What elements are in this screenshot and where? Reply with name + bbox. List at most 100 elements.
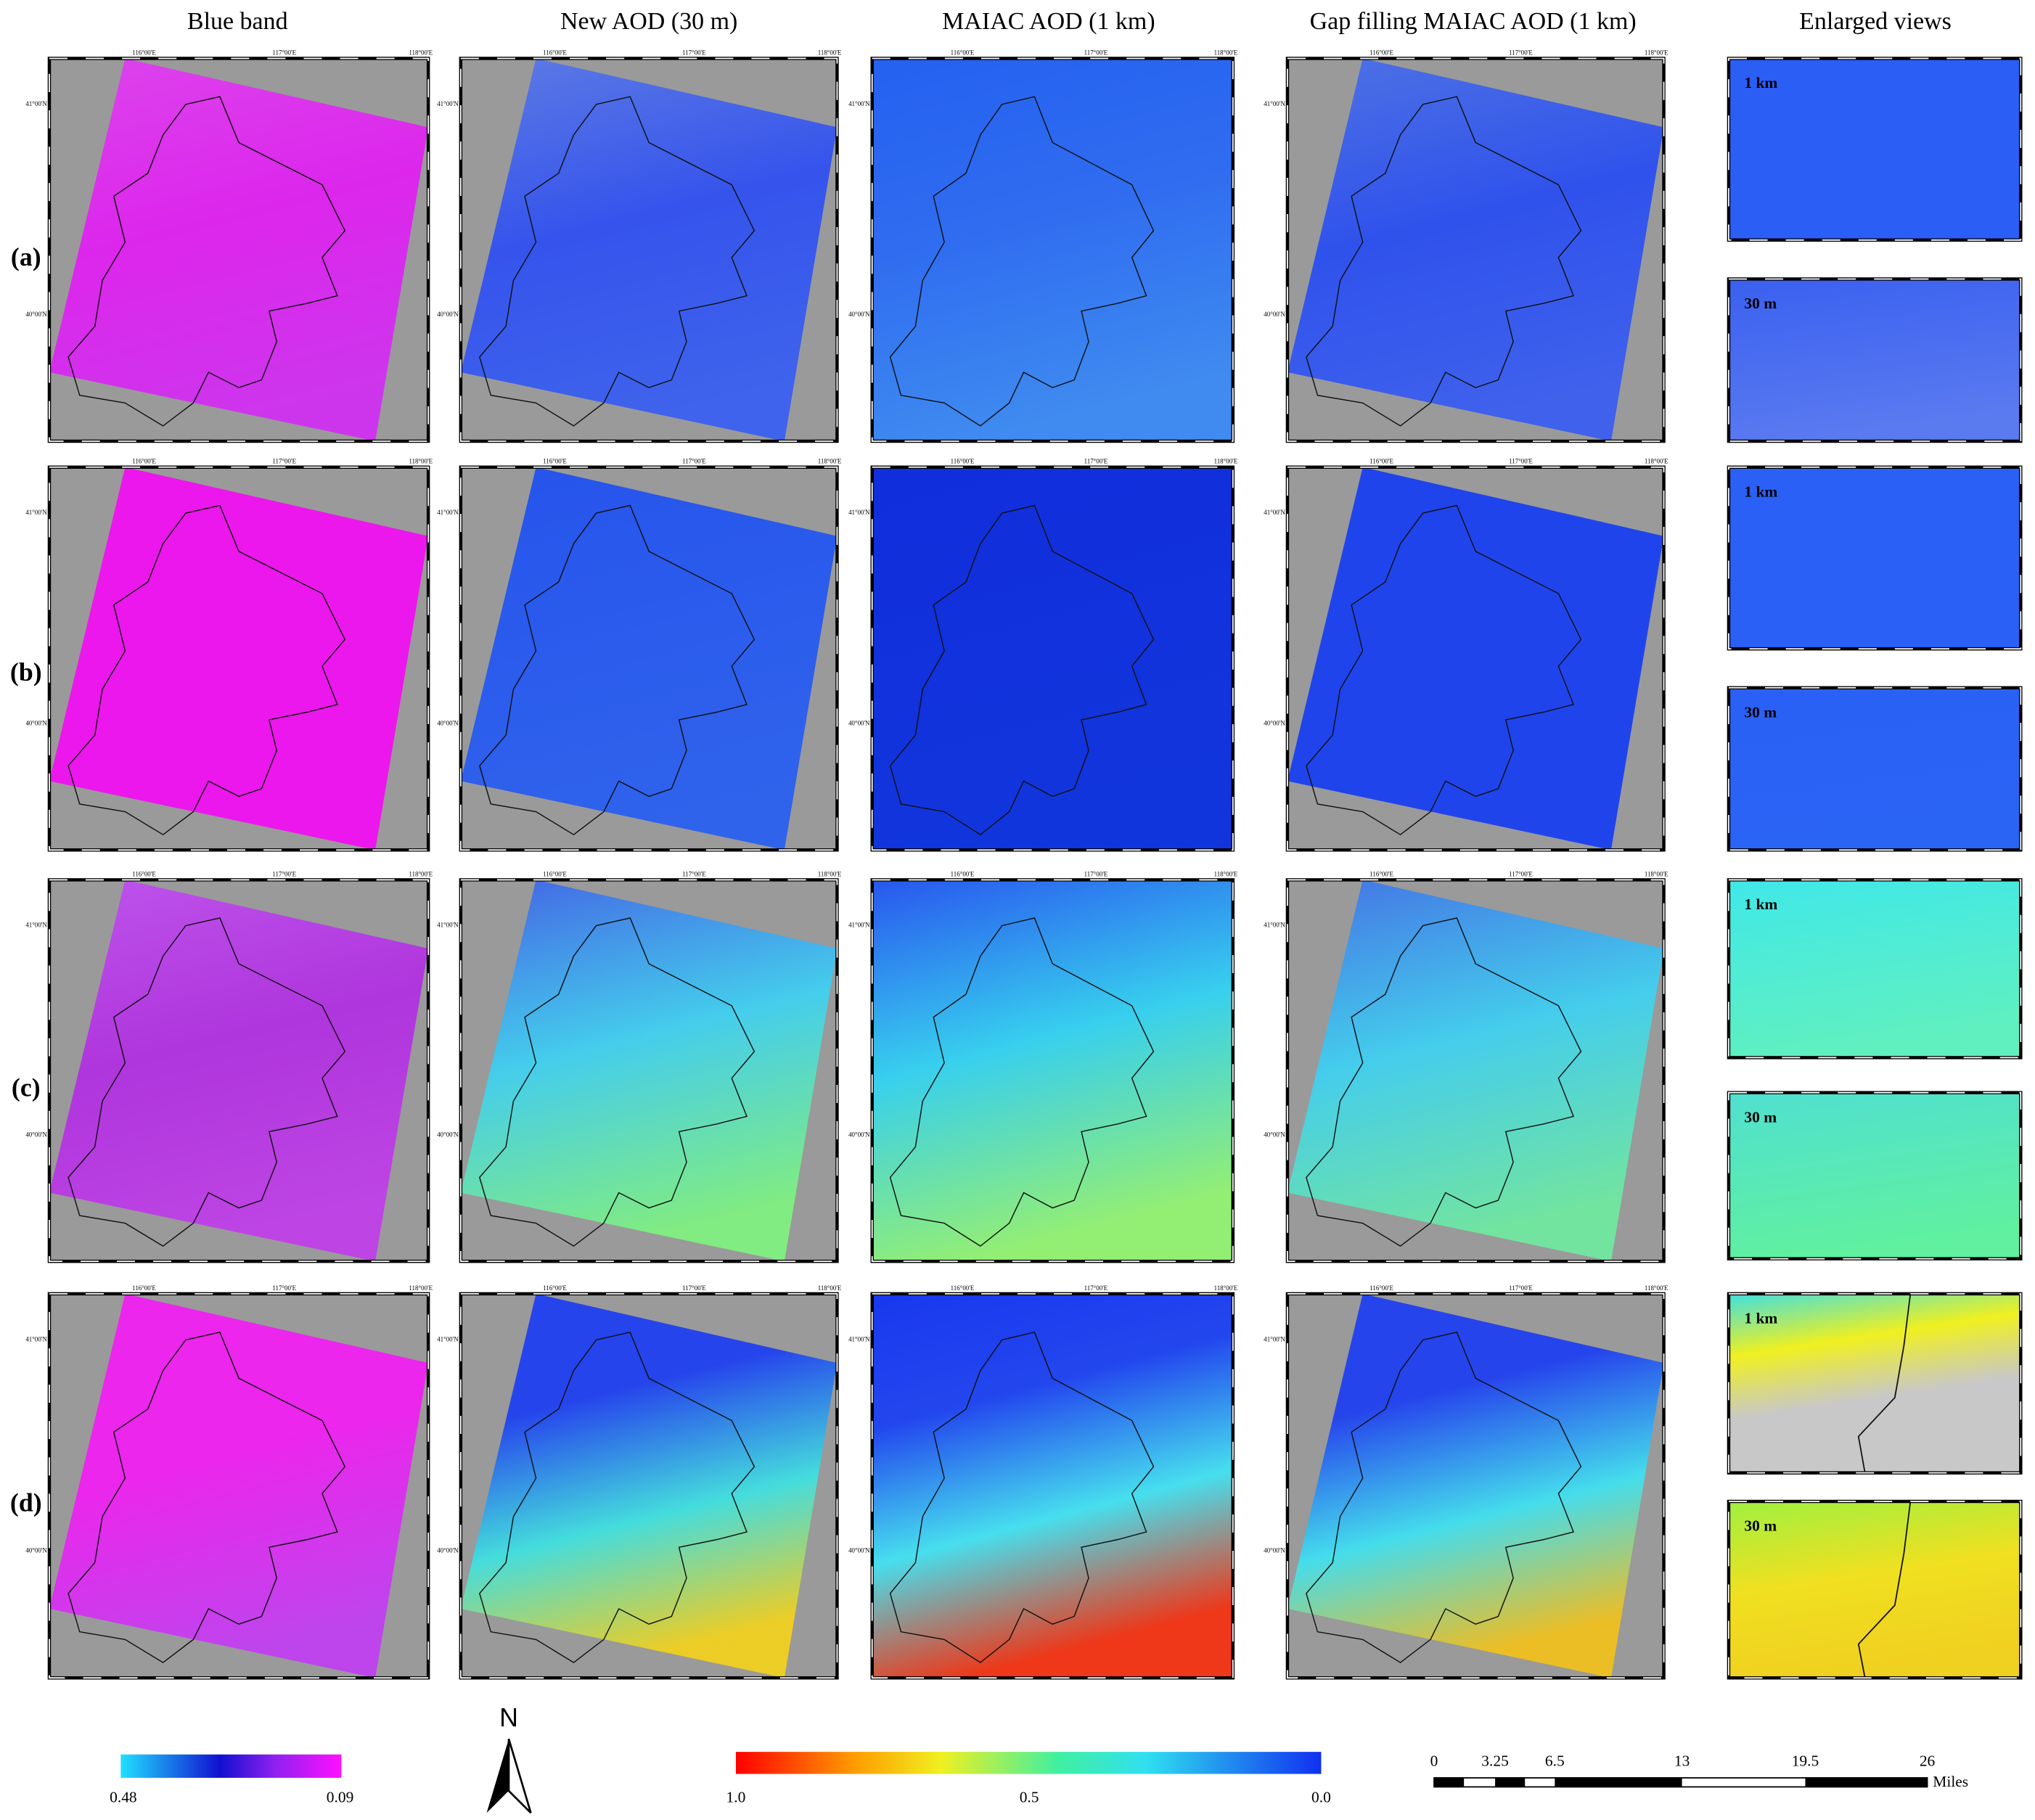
map-frame — [1728, 1501, 2022, 1679]
enlarged-view: 30 m — [1727, 686, 2023, 852]
map-panel: 116°00'E 117°00'E 118°00'E 41°00'N 40°00'N — [25, 49, 433, 443]
map-frame — [1287, 1292, 1665, 1679]
lon-label: 117°00'E — [272, 870, 296, 877]
map-image — [49, 58, 429, 442]
enlarged-view: 30 m — [1727, 1499, 2023, 1680]
lat-label: 40°00'N — [25, 311, 47, 318]
lat-label: 41°00'N — [437, 100, 459, 107]
lat-label: 41°00'N — [848, 1335, 870, 1343]
lon-label: 116°00'E — [543, 1284, 567, 1292]
lat-label: 41°00'N — [25, 1335, 47, 1343]
column-header: Blue band — [187, 8, 288, 35]
lon-label: 118°00'E — [409, 870, 433, 877]
map-image — [460, 1293, 838, 1678]
boundary — [889, 1331, 1155, 1663]
map-frame — [1728, 1091, 2022, 1260]
lat-label: 40°00'N — [848, 719, 870, 726]
lon-label: 116°00'E — [1369, 1284, 1393, 1292]
lon-label: 116°00'E — [951, 458, 975, 465]
lon-label: 116°00'E — [951, 1284, 975, 1292]
enlarged-image — [1728, 880, 2021, 1058]
lon-label: 118°00'E — [1645, 1284, 1668, 1292]
map-panel: 116°00'E 117°00'E 118°00'E 41°00'N 40°00'N — [848, 870, 1238, 1263]
map-frame — [871, 1292, 1234, 1679]
lat-label: 40°00'N — [437, 719, 459, 726]
map-frame — [49, 879, 430, 1263]
enlarged-label: 1 km — [1744, 1310, 1777, 1327]
enlarged-image — [1728, 58, 2021, 240]
enlarged-image — [1728, 1092, 2021, 1259]
boundary — [1306, 1331, 1582, 1663]
lon-label: 116°00'E — [132, 870, 156, 877]
column-header: Gap filling MAIAC AOD (1 km) — [1310, 8, 1637, 35]
map-panel: 116°00'E 117°00'E 118°00'E 41°00'N 40°00'N — [1264, 1284, 1668, 1680]
lat-label: 41°00'N — [1264, 922, 1285, 929]
map-frame — [459, 1292, 838, 1679]
boundary — [67, 1331, 346, 1663]
map-image — [1287, 1293, 1664, 1678]
lat-label: 40°00'N — [1264, 1131, 1285, 1139]
lon-label: 118°00'E — [1214, 49, 1238, 56]
map-frame — [1287, 466, 1665, 851]
scale-label: 13 — [1674, 1752, 1690, 1769]
row-label: (a) — [11, 242, 41, 271]
lat-label: 41°00'N — [848, 100, 870, 107]
row-label: (d) — [10, 1488, 42, 1517]
lon-label: 118°00'E — [818, 458, 842, 465]
boundary — [478, 1331, 756, 1663]
lat-label: 40°00'N — [1264, 311, 1285, 318]
boundary — [478, 917, 756, 1247]
lon-label: 117°00'E — [682, 1284, 706, 1292]
lat-label: 41°00'N — [25, 100, 47, 107]
colorbar-label: 1.0 — [726, 1788, 746, 1805]
scale-label: 19.5 — [1792, 1752, 1819, 1769]
lon-label: 117°00'E — [682, 458, 706, 465]
lat-label: 41°00'N — [848, 922, 870, 929]
boundary — [478, 96, 756, 427]
lat-label: 40°00'N — [848, 1131, 870, 1139]
enlarged-view: 1 km — [1727, 57, 2023, 242]
lat-label: 40°00'N — [437, 311, 459, 318]
map-panel: 116°00'E 117°00'E 118°00'E 41°00'N 40°00'N — [437, 49, 842, 443]
column-header: Enlarged views — [1799, 8, 1952, 35]
enlarged-image — [1728, 1293, 2021, 1473]
map-panel: 116°00'E 117°00'E 118°00'E 41°00'N 40°00'N — [848, 49, 1238, 443]
map-image — [49, 467, 429, 850]
enlarged-label: 30 m — [1744, 703, 1777, 721]
map-panel: 116°00'E 117°00'E 118°00'E 41°00'N 40°00'N — [1264, 870, 1668, 1263]
map-frame — [871, 879, 1234, 1263]
lon-label: 118°00'E — [1645, 870, 1668, 877]
boundary — [1857, 1293, 1912, 1473]
map-frame — [459, 57, 838, 442]
map-frame — [49, 57, 430, 442]
enlarged-label: 1 km — [1744, 895, 1777, 913]
enlarged-label: 1 km — [1744, 483, 1777, 500]
lon-label: 116°00'E — [132, 1284, 156, 1292]
map-image — [460, 58, 838, 442]
lat-label: 41°00'N — [437, 922, 459, 929]
map-panel: 116°00'E 117°00'E 118°00'E 41°00'N 40°00'N — [25, 870, 433, 1263]
scale-label: 3.25 — [1481, 1752, 1509, 1769]
lat-label: 41°00'N — [25, 922, 47, 929]
map-image — [49, 1293, 429, 1678]
lon-label: 116°00'E — [951, 49, 975, 56]
boundary — [889, 504, 1155, 836]
map-panel: 116°00'E 117°00'E 118°00'E 41°00'N 40°00'N — [437, 458, 842, 852]
column-header: MAIAC AOD (1 km) — [942, 8, 1155, 35]
boundary — [67, 917, 346, 1247]
map-frame — [871, 466, 1234, 851]
map-image — [460, 467, 838, 850]
lon-label: 117°00'E — [1509, 1284, 1533, 1292]
lon-label: 117°00'E — [1509, 870, 1533, 877]
lat-label: 40°00'N — [25, 719, 47, 726]
boundary — [1306, 96, 1582, 427]
colorbar — [120, 1754, 342, 1778]
colorbar-label: 0.48 — [110, 1788, 137, 1805]
boundary — [1857, 1501, 1912, 1678]
map-frame — [459, 466, 838, 851]
lon-label: 118°00'E — [1214, 458, 1238, 465]
map-panel: 116°00'E 117°00'E 118°00'E 41°00'N 40°00'N — [437, 870, 842, 1263]
enlarged-view: 30 m — [1727, 1091, 2023, 1261]
